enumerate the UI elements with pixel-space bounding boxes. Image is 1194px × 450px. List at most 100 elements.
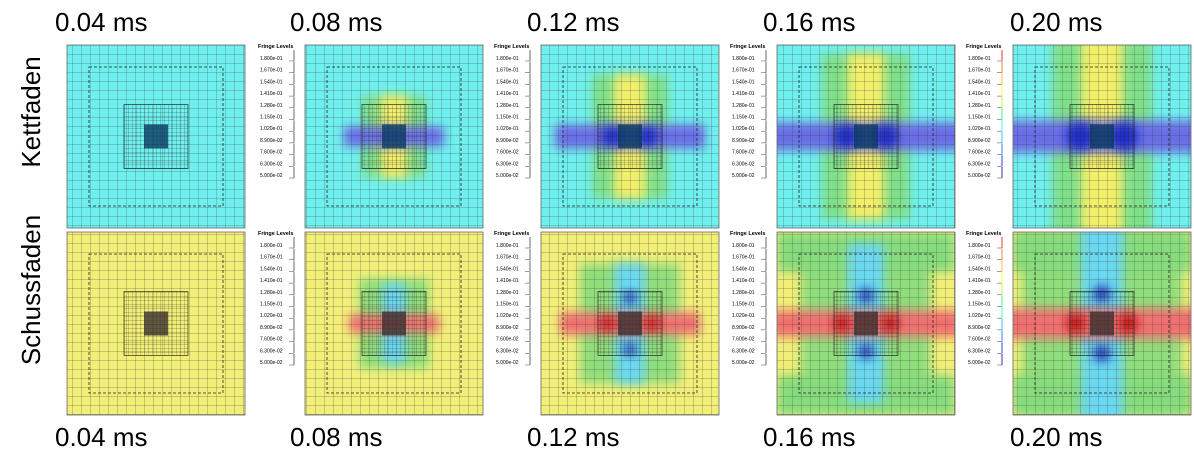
legend-level: 1.670e-01 [732,255,755,261]
legend-title: Fringe Levels [494,231,529,237]
contour-panel [1012,44,1192,229]
legend-level: 1.150e-01 [968,115,991,121]
legend-level: 1.540e-01 [260,266,283,272]
legend-level: 1.540e-01 [260,79,283,85]
legend-level: 1.670e-01 [968,255,991,261]
mesh-outline [562,66,698,207]
mesh-outline [88,253,224,394]
legend-level: 1.020e-01 [260,313,283,319]
legend-level: 6.300e-02 [732,348,755,354]
core [382,311,406,336]
legend-level: 1.800e-01 [732,56,755,62]
legend-level: 1.540e-01 [968,79,991,85]
panel-content [541,232,719,415]
legend-level: 8.900e-02 [496,325,519,331]
legend-level: 1.670e-01 [496,68,519,74]
legend-level: 6.300e-02 [968,348,991,354]
legend-level: 5.000e-02 [968,360,991,366]
panel-content [305,232,483,415]
core [618,124,642,149]
legend-level: 7.600e-02 [732,337,755,343]
legend-level: 1.280e-01 [732,103,755,109]
legend-title: Fringe Levels [730,44,765,50]
legend-level: 1.020e-01 [968,313,991,319]
time-label: 0.08 ms [290,7,383,37]
legend-level: 7.600e-02 [732,150,755,156]
time-label: 0.16 ms [763,422,856,450]
core [1090,124,1114,149]
contour-panel [540,44,720,229]
panel-border [776,44,956,229]
mesh-outline [798,253,934,394]
panel-border [540,44,720,229]
panel-border [66,231,246,416]
legend-level: 6.300e-02 [732,161,755,167]
legend-level: 1.410e-01 [496,91,519,97]
panel-content [1013,45,1191,228]
legend-level: 1.670e-01 [732,68,755,74]
legend-level: 5.000e-02 [260,173,283,179]
panel-border [1012,231,1192,416]
legend-level: 1.540e-01 [968,266,991,272]
legend-level: 8.900e-02 [496,138,519,144]
legend-level: 1.280e-01 [496,290,519,296]
time-label: 0.08 ms [290,422,383,450]
legend-level: 8.900e-02 [260,138,283,144]
legend-level: 5.000e-02 [496,173,519,179]
legend-level: 1.150e-01 [260,115,283,121]
legend-level: 1.020e-01 [496,313,519,319]
contour-panel [540,231,720,416]
legend-level: 1.540e-01 [732,266,755,272]
legend-level: 5.000e-02 [732,360,755,366]
contour-panel [304,44,484,229]
time-label: 0.20 ms [1010,7,1103,37]
legend-level: 1.670e-01 [496,255,519,261]
legend-level: 1.800e-01 [496,56,519,62]
legend-level: 1.410e-01 [732,91,755,97]
legend-level: 1.410e-01 [260,278,283,284]
legend-level: 1.540e-01 [496,79,519,85]
panel-content [541,45,719,228]
legend-title: Fringe Levels [258,231,293,237]
legend-level: 1.410e-01 [732,278,755,284]
core [1090,311,1114,336]
legend-level: 1.800e-01 [496,243,519,249]
legend-level: 1.150e-01 [732,115,755,121]
legend-level: 1.670e-01 [968,68,991,74]
legend-level: 8.900e-02 [732,138,755,144]
legend-level: 6.300e-02 [496,348,519,354]
core [382,124,406,149]
time-label: 0.16 ms [763,7,856,37]
contour-panel [776,231,956,416]
contour-panel [66,231,246,416]
legend-level: 5.000e-02 [732,173,755,179]
mesh-outline [88,66,224,207]
contour-panel [776,44,956,229]
panel-content [777,45,955,228]
core [144,311,168,336]
legend-level: 1.150e-01 [260,302,283,308]
panel-content [67,45,245,228]
contour-panel [1012,231,1192,416]
legend-level: 1.280e-01 [968,290,991,296]
legend-level: 1.280e-01 [732,290,755,296]
legend-level: 1.410e-01 [968,278,991,284]
core [144,124,168,149]
contour-panel [66,44,246,229]
legend-level: 7.600e-02 [260,150,283,156]
legend-level: 1.020e-01 [260,126,283,132]
legend-level: 6.300e-02 [968,161,991,167]
legend-level: 1.150e-01 [496,302,519,308]
legend-level: 8.900e-02 [260,325,283,331]
legend-level: 1.800e-01 [732,243,755,249]
legend-level: 7.600e-02 [496,337,519,343]
panel-border [776,231,956,416]
panel-content [1013,232,1191,415]
mesh-outline [326,253,462,394]
legend-level: 7.600e-02 [496,150,519,156]
legend-title: Fringe Levels [494,44,529,50]
panel-border [66,44,246,229]
mesh-outline [562,253,698,394]
